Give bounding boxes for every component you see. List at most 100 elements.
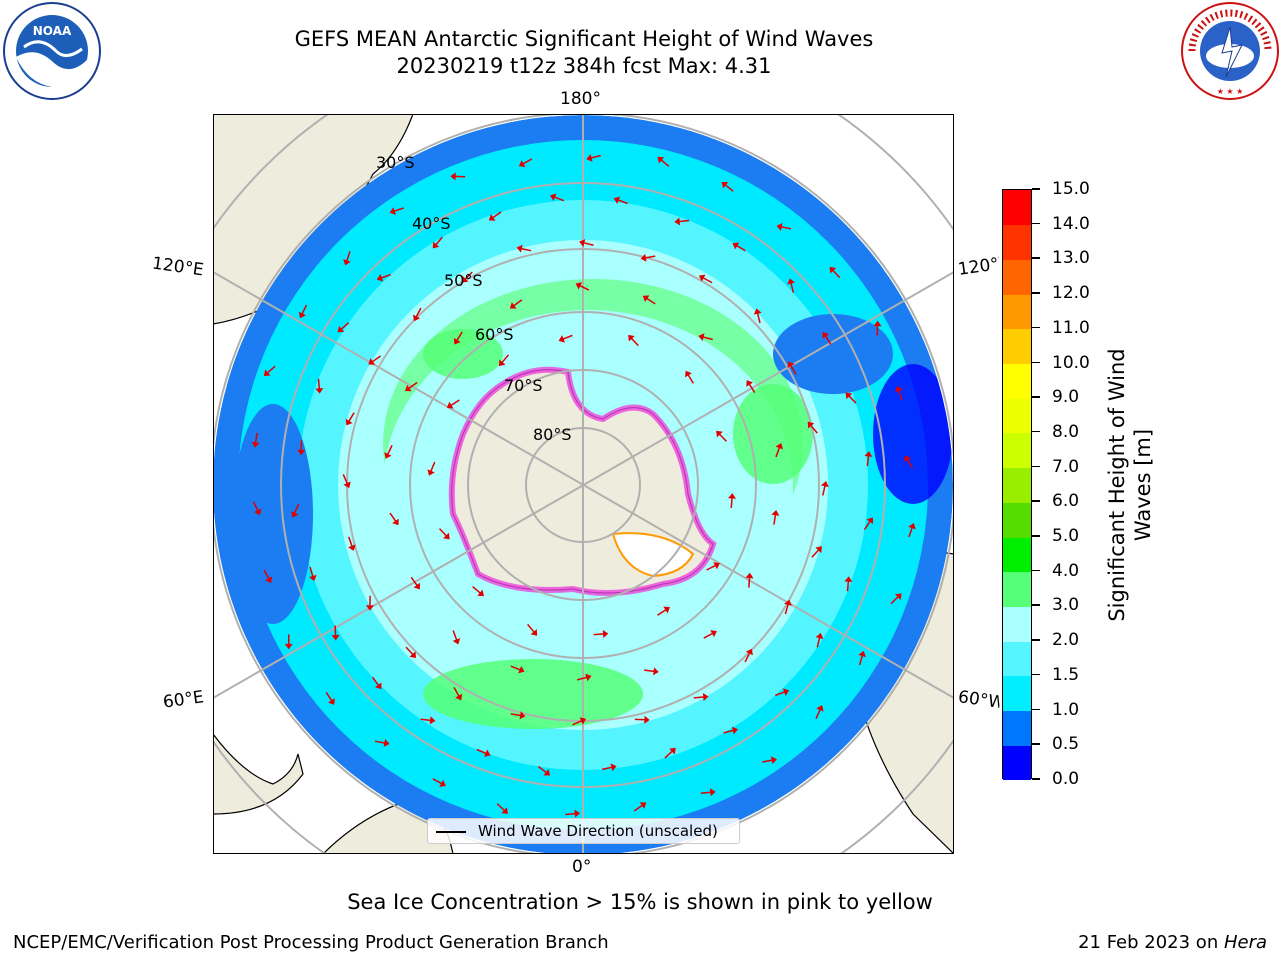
wind-wave-arrow [522, 158, 533, 165]
wind-wave-arrow-head [776, 222, 783, 231]
wind-wave-arrow [393, 207, 404, 212]
wind-wave-arrow-head [908, 523, 916, 530]
wind-wave-arrow-head [530, 629, 538, 636]
wind-wave-arrow [646, 297, 656, 305]
colorbar-tick [1032, 465, 1040, 468]
colorbar-tick [1032, 604, 1040, 606]
wind-wave-arrow-head [613, 196, 621, 204]
wind-wave-arrow [435, 236, 443, 246]
wind-wave-arrow [762, 759, 773, 763]
wind-wave-arrow [748, 577, 751, 588]
chart-subtitle: 20230219 t12z 384h fcst Max: 4.31 [396, 54, 772, 78]
wind-wave-arrow [381, 273, 391, 279]
wind-wave-arrow-head [543, 769, 551, 776]
wind-wave-arrow-head [844, 576, 853, 583]
colorbar-tick [1032, 535, 1040, 537]
wind-wave-arrow-head [509, 302, 517, 309]
wind-wave-arrow [664, 750, 673, 759]
wind-wave-arrow [706, 564, 716, 571]
wind-wave-arrow-head [409, 651, 417, 659]
wind-wave-arrow-head [368, 358, 376, 365]
wind-wave-arrow-head [413, 582, 421, 590]
wind-wave-arrow-head [432, 241, 440, 249]
wind-wave-arrow [790, 282, 795, 293]
wind-wave-arrow [723, 729, 734, 734]
wind-wave-arrow-head [265, 576, 273, 584]
wind-wave-arrow [736, 245, 746, 252]
wind-wave-arrow-head [709, 788, 716, 797]
wind-wave-arrow [630, 337, 639, 347]
footer-date-text: 21 Feb 2023 on [1078, 932, 1224, 953]
latitude-label-70s: 70°S [504, 376, 543, 395]
wind-wave-arrow-head [392, 518, 399, 526]
wind-wave-arrow [810, 424, 818, 434]
wind-wave-arrow-head [579, 239, 586, 247]
colorbar-tick-label: 0.0 [1052, 769, 1080, 789]
colorbar-segment [1003, 224, 1031, 260]
wind-wave-arrow [562, 334, 573, 340]
wind-wave-arrow [906, 459, 914, 469]
wind-wave-arrow-head [450, 172, 456, 181]
wind-wave-arrow-head [453, 337, 461, 345]
wind-wave-arrow [645, 255, 656, 259]
latitude-label-80s: 80°S [533, 425, 572, 444]
wind-wave-arrow-head [254, 508, 262, 516]
wind-wave-arrow [472, 586, 481, 594]
wind-wave-arrow [744, 652, 751, 663]
wind-wave-arrow [601, 766, 613, 771]
wind-wave-arrow [266, 365, 276, 374]
wind-wave-arrow [476, 748, 487, 755]
wind-wave-arrow-head [745, 572, 754, 579]
legend-text: Wind Wave Direction (unscaled) [478, 822, 718, 840]
colorbar-tick [1032, 326, 1040, 329]
wind-wave-arrow [254, 432, 258, 443]
colorbar-tick-label: 2.0 [1052, 630, 1080, 651]
wind-wave-arrow [527, 623, 535, 633]
wind-wave-arrow-head [384, 452, 392, 459]
colorbar-segment [1003, 710, 1031, 746]
wind-wave-arrow [756, 312, 761, 324]
wind-wave-arrow-head [518, 665, 525, 674]
wind-wave-arrow [293, 503, 300, 514]
meridian-label-120e: 120°E [150, 253, 205, 281]
colorbar-tick [1032, 743, 1040, 745]
colorbar-tick [1032, 188, 1040, 190]
wind-wave-arrow [340, 322, 350, 330]
colorbar-segment [1003, 571, 1031, 607]
wind-wave-arrow [371, 355, 382, 363]
wind-wave-arrow-head [640, 253, 647, 262]
wind-wave-arrow [693, 696, 704, 699]
wind-wave-arrow [348, 412, 355, 422]
wind-wave-arrow-head [820, 481, 829, 488]
noaa-logo: NOAA [3, 2, 101, 100]
wind-wave-arrow-head [575, 282, 583, 290]
wind-wave-arrow [521, 247, 532, 252]
colorbar-tick-label: 15.0 [1052, 179, 1090, 199]
wind-wave-arrow-head [864, 451, 873, 457]
wind-wave-arrow-head [405, 384, 412, 392]
wind-wave-arrow-head [784, 599, 792, 606]
wind-wave-arrow-head [518, 160, 526, 168]
wind-wave-arrow-head [298, 311, 306, 319]
colorbar-segment [1003, 537, 1031, 573]
colorbar-tick-label: 0.5 [1052, 734, 1080, 755]
wind-wave-arrow-head [284, 643, 293, 650]
colorbar-segment [1003, 502, 1031, 538]
noaa-logo-text: NOAA [33, 24, 72, 38]
wind-wave-arrow [730, 497, 733, 509]
wind-wave-arrow [554, 196, 565, 202]
wind-wave-arrow-head [822, 331, 830, 339]
sea-ice-edge [448, 366, 717, 596]
wind-wave-arrow-head [642, 295, 650, 303]
colorbar-tick [1032, 430, 1040, 433]
wind-wave-arrow [565, 812, 576, 816]
polar-map [213, 114, 954, 854]
wind-wave-arrow-head [585, 673, 592, 682]
africa-landmass [213, 733, 304, 815]
wind-wave-arrow [775, 447, 781, 458]
wind-wave-arrow-head [375, 682, 382, 690]
wind-wave-arrow-head [895, 385, 903, 393]
wind-wave-arrow-head [263, 369, 271, 376]
wind-wave-arrow [702, 336, 713, 341]
meridian-label-0: 0° [572, 857, 592, 877]
